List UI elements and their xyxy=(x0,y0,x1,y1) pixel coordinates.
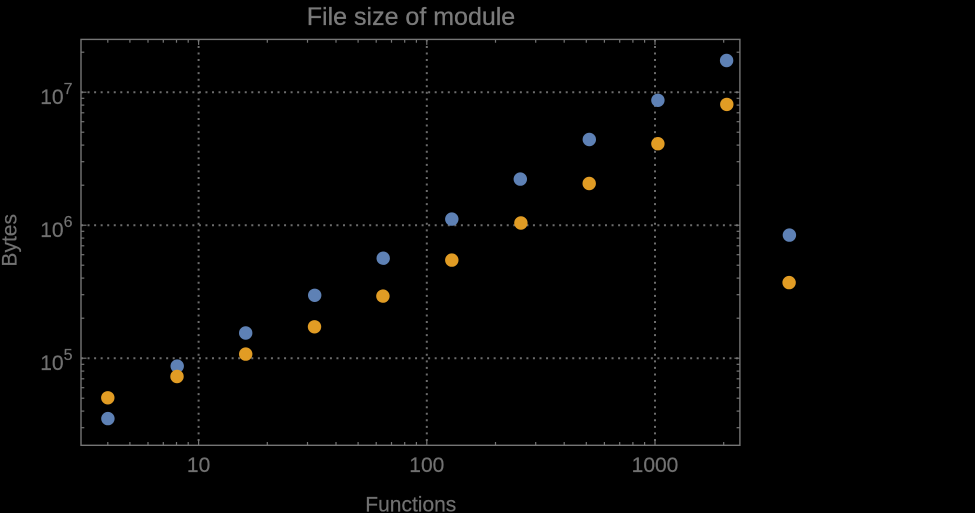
svg-text:File size of module: File size of module xyxy=(307,3,515,31)
svg-text:Functions: Functions xyxy=(365,494,456,513)
svg-text:Bytes: Bytes xyxy=(0,214,22,267)
svg-text:1000: 1000 xyxy=(632,454,679,477)
svg-text:100: 100 xyxy=(409,454,444,477)
svg-text:10: 10 xyxy=(187,454,210,477)
